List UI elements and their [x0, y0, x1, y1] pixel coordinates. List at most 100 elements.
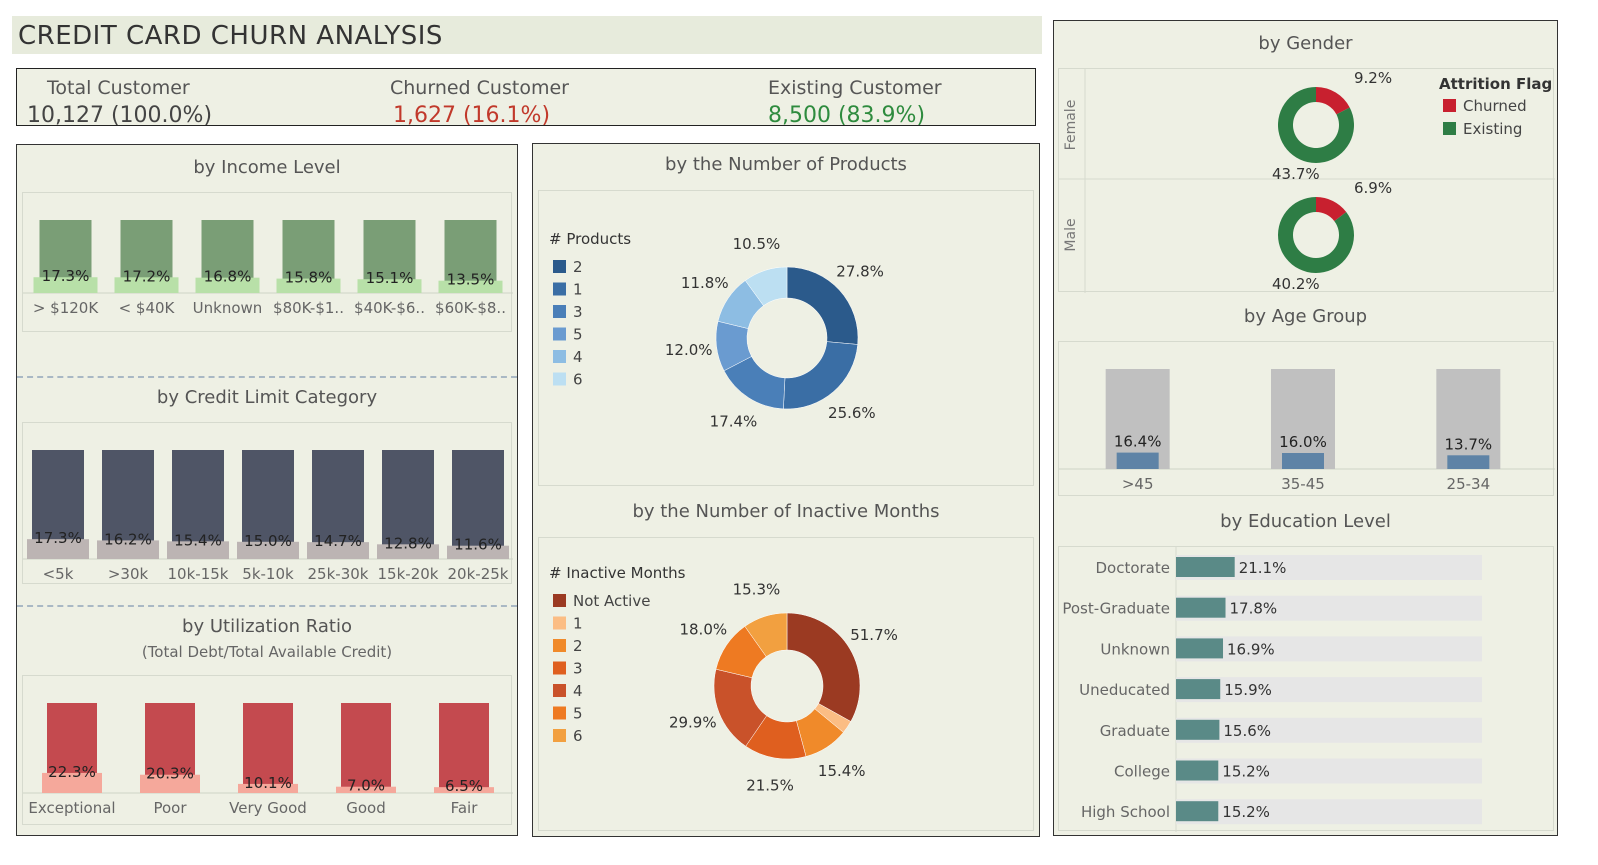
- bar-label-3: 15.9%: [1224, 681, 1272, 699]
- income-chart-frame: 17.3% > $120K 17.2% < $40K 16.8% Unknown 15.8%…: [22, 192, 513, 332]
- products-title: by the Number of Products: [665, 154, 907, 175]
- legend-swatch-2: [553, 305, 566, 318]
- x-tick-label-2: Unknown: [193, 299, 263, 317]
- legend-swatch-0: [553, 260, 566, 273]
- slice-label-1: 25.6%: [828, 404, 876, 422]
- x-tick-label-5: $60K-$8..: [435, 299, 506, 317]
- bar-churn-3: [237, 541, 299, 559]
- bar-2: [1176, 638, 1224, 659]
- bar-label-3: 7.0%: [347, 777, 385, 795]
- slice-label-4: 29.9%: [669, 713, 717, 731]
- gender-row-label-0: Female: [1063, 100, 1079, 151]
- bar-churn-4: [434, 787, 494, 793]
- bar-churn-3: [276, 278, 341, 293]
- bar-label-2: 10.1%: [244, 774, 292, 792]
- bar-total-1: [1271, 369, 1335, 469]
- bar-3: [1176, 679, 1221, 700]
- gender-chart: Female 9.2% 43.7% Male 6.9% 40.2% Attrition Fl…: [1059, 69, 1555, 293]
- bar-churn-6: [447, 545, 509, 559]
- bar-churn-0: [27, 539, 89, 559]
- slice-label-2: 15.4%: [818, 762, 866, 780]
- bar-label-0: 16.4%: [1114, 433, 1162, 451]
- bar-label-2: 16.8%: [204, 268, 252, 286]
- bar-label-4: 6.5%: [445, 777, 483, 795]
- legend-label-4: 4: [573, 682, 583, 700]
- y-tick-label-4: Graduate: [1100, 722, 1170, 740]
- slice-label-2: 17.4%: [710, 412, 758, 430]
- bar-total-4: [312, 450, 364, 559]
- slice-5: [744, 266, 788, 306]
- legend-label-0: Churned: [1463, 97, 1527, 115]
- gender-title: by Gender: [1258, 33, 1353, 54]
- legend-label-3: 5: [573, 326, 583, 344]
- legend-swatch-3: [553, 661, 566, 675]
- kpi-panel: Total Customer 10,127 (100.0%) Churned C…: [16, 68, 1036, 128]
- bar-label-5: 15.2%: [1222, 763, 1270, 781]
- bar-label-6: 15.2%: [1222, 803, 1270, 821]
- x-tick-label-4: 25k-30k: [308, 565, 369, 583]
- slice-0: [786, 612, 861, 722]
- util-chart: 22.3% Exceptional 20.3% Poor 10.1% Very Good 7…: [23, 703, 513, 817]
- products-chart: # Products 2 1 3 5 4 6 27.8% 25.6% 17.4% 12.0% 11.8…: [549, 230, 884, 430]
- legend-swatch-0: [1443, 99, 1456, 112]
- legend-label-0: Not Active: [573, 592, 650, 610]
- bar-label-1: 16.0%: [1279, 433, 1327, 451]
- divider: [17, 376, 517, 378]
- bar-5: [1176, 760, 1219, 781]
- x-tick-label-0: <5k: [43, 565, 74, 583]
- slice-label-6: 15.3%: [733, 581, 781, 599]
- bar-label-1: 20.3%: [146, 765, 194, 783]
- bar-label-2: 15.4%: [174, 531, 222, 549]
- bar-track-6: [1176, 799, 1482, 825]
- util-subtitle: (Total Debt/Total Available Credit): [141, 643, 393, 661]
- kpi-existing-label: Existing Customer: [768, 77, 942, 99]
- legend-label-0: 2: [573, 258, 583, 276]
- inactive-title: by the Number of Inactive Months: [632, 501, 940, 522]
- x-tick-label-4: $40K-$6..: [354, 299, 425, 317]
- slice-label-0: 51.7%: [850, 626, 898, 644]
- bar-total-3: [341, 703, 391, 793]
- bar-track-4: [1176, 717, 1482, 743]
- x-tick-label-1: < $40K: [119, 299, 176, 317]
- bar-total-4: [439, 703, 489, 793]
- bar-churn-0: [33, 277, 98, 293]
- right-panel: by Gender Female 9.2% 43.7% Male 6.9% 40.2% At…: [1053, 20, 1558, 836]
- bar-label-0: 17.3%: [34, 529, 82, 547]
- x-tick-label-5: 15k-20k: [378, 565, 439, 583]
- legend-label-1: 1: [573, 281, 583, 299]
- y-tick-label-5: College: [1114, 763, 1170, 781]
- x-tick-label-3: $80K-$1..: [273, 299, 344, 317]
- y-tick-label-1: Post-Graduate: [1062, 600, 1170, 618]
- x-tick-label-3: 5k-10k: [242, 565, 294, 583]
- legend-label-2: 3: [573, 303, 583, 321]
- gender-churned-slice-1: [1316, 197, 1347, 222]
- legend-swatch-1: [553, 616, 566, 630]
- legend-label-1: 1: [573, 615, 583, 633]
- age-chart-frame: 16.4% >45 16.0% 35-45 13.7% 25-34: [1058, 341, 1555, 496]
- legend-swatch-5: [553, 372, 566, 386]
- y-tick-label-2: Unknown: [1100, 640, 1170, 658]
- credit-chart-frame: 17.3% <5k 16.2% >30k 15.4% 10k-15k 15.0% 5k-10k…: [22, 422, 513, 584]
- legend-swatch-2: [553, 639, 566, 652]
- bar-churn-2: [167, 541, 229, 559]
- x-tick-label-3: Good: [346, 799, 386, 817]
- kpi-existing-value: 8,500 (83.9%): [768, 103, 926, 128]
- legend-label-5: 5: [573, 705, 583, 723]
- x-tick-label-6: 20k-25k: [448, 565, 509, 583]
- legend-swatch-4: [553, 684, 566, 697]
- x-tick-label-1: 35-45: [1281, 475, 1325, 493]
- age-title: by Age Group: [1243, 306, 1368, 327]
- gender-existing-slice-0: [1278, 87, 1354, 163]
- slice-label-5: 10.5%: [733, 235, 781, 253]
- education-chart: 21.1% Doctorate 17.8% Post-Graduate 16.9% Unk…: [1062, 547, 1482, 832]
- left-panel: by Income Level 17.3% > $120K 17.2% < $40K 1…: [16, 144, 518, 836]
- bar-total-6: [452, 450, 504, 559]
- bar-churn-5: [438, 280, 503, 293]
- kpi-total-value: 10,127 (100.0%): [27, 103, 213, 128]
- age-chart: 16.4% >45 16.0% 35-45 13.7% 25-34: [1059, 369, 1555, 493]
- bar-churn-1: [97, 540, 159, 559]
- legend-title: # Products: [549, 230, 631, 248]
- gender-existing-slice-1: [1278, 197, 1354, 273]
- bar-churn-0: [1116, 452, 1159, 469]
- gender-chart-frame: Female 9.2% 43.7% Male 6.9% 40.2% Attrition Fl…: [1058, 68, 1555, 293]
